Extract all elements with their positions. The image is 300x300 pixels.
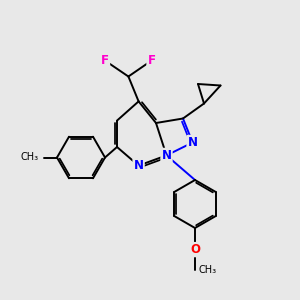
Text: O: O bbox=[190, 243, 200, 256]
Text: F: F bbox=[148, 54, 155, 67]
Text: N: N bbox=[188, 136, 198, 149]
Text: CH₃: CH₃ bbox=[199, 265, 217, 275]
Text: CH₃: CH₃ bbox=[21, 152, 39, 163]
Text: F: F bbox=[101, 54, 109, 67]
Text: N: N bbox=[134, 159, 144, 172]
Text: N: N bbox=[161, 149, 172, 162]
